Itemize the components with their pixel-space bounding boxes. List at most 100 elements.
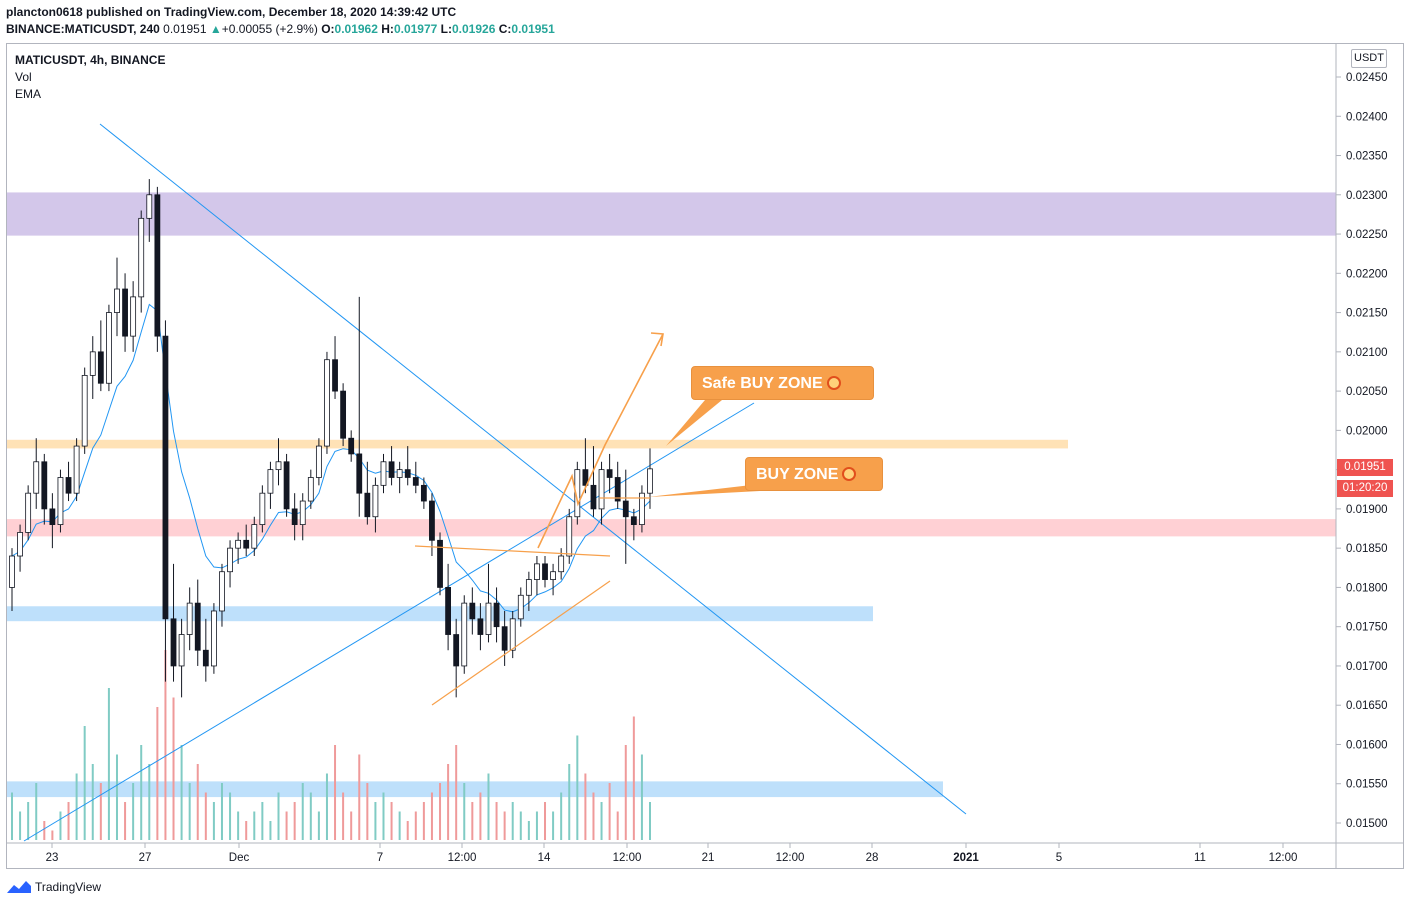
candle-body [445,587,452,635]
volume-bar [156,707,159,840]
shrimp-icon [826,376,841,390]
tradingview-logo-icon [7,881,31,893]
volume-bar [261,802,264,840]
volume-bar [148,764,151,840]
candle-body [106,312,112,384]
ohlc-line: BINANCE:MATICUSDT, 240 0.01951 ▲+0.00055… [6,22,555,36]
candle-body [542,563,548,580]
volume-bar [293,802,296,840]
candle-body [429,500,435,541]
candle-body [534,563,540,580]
candle-body [235,539,242,549]
volume-bar [172,697,175,840]
candle-body [517,594,524,620]
candle-body [89,351,96,376]
y-tick-label: 0.01800 [1346,582,1388,594]
candle-body [598,469,605,510]
candle-body [550,571,556,580]
candle-body [493,602,500,628]
candle-body [210,610,217,667]
volume-bar [75,773,78,840]
candle-body [162,335,169,620]
zone-resistance [7,192,1336,236]
y-tick-label: 0.01550 [1346,779,1388,791]
x-tick-label: 5 [1056,852,1062,864]
volume-bar [568,764,571,840]
volume-bar [107,688,110,840]
x-tick-label: 12:00 [1269,852,1298,864]
volume-bar [519,811,522,840]
candle-body [590,484,597,510]
candle-body [647,468,653,494]
tradingview-brand: TradingView [35,880,102,894]
volume-bar [140,745,143,840]
volume-bar [19,811,22,840]
candle-body [574,469,581,518]
volume-bar [35,783,38,840]
volume-bar [91,764,94,840]
candle-body [332,359,338,392]
volume-bar [616,811,619,840]
candle-body [227,547,233,573]
candle-body [138,217,145,298]
candle-body [453,634,460,667]
currency-button[interactable]: USDT [1351,49,1387,68]
legend-ema[interactable]: EMA [15,87,42,101]
candle-body [81,374,88,447]
candle-body [396,469,403,478]
x-tick-label: 12:00 [448,852,477,864]
candle-body [114,288,120,313]
y-tick-label: 0.01500 [1346,818,1388,830]
candle-body [348,437,355,455]
volume-bar [342,792,345,840]
x-tick-label: 28 [866,852,879,864]
candle-body [178,634,185,667]
candle-body [291,508,298,526]
projection-arrow-line [537,333,664,549]
volume-bar [164,650,167,840]
volume-bar [592,792,595,840]
y-tick-label: 0.02250 [1346,229,1388,241]
volume-bar [51,830,54,840]
legend-vol[interactable]: Vol [15,70,32,84]
volume-bar [358,754,361,840]
x-tick-label: 7 [377,852,383,864]
volume-bar [188,783,191,840]
candle-body [41,461,48,510]
x-tick-label: 12:00 [613,852,642,864]
ascending-trendline [23,402,755,842]
candle-body [461,602,468,667]
volume-bar [649,802,651,840]
last-price-tag: 0.01951 [1337,459,1393,476]
volume-bar [374,802,377,840]
high-value: 0.01977 [393,22,438,36]
buy-zone-callout: BUY ZONE [745,457,883,491]
y-tick-label: 0.01900 [1346,504,1388,516]
y-tick-label: 0.02150 [1346,308,1388,320]
candle-body [251,524,258,549]
candle-body [73,445,80,494]
candle-body [558,555,565,573]
candle-body [315,445,322,478]
x-tick-label: 12:00 [776,852,805,864]
volume-bar [229,792,232,840]
tradingview-logo[interactable]: TradingView [6,879,101,895]
candle-body [420,484,427,502]
volume-bar [608,783,611,840]
candle-body [57,477,64,526]
volume-bar [471,802,474,840]
volume-bar [576,735,579,840]
x-tick-label: 2021 [953,852,979,864]
volume-bar [301,783,304,840]
candle-body [372,484,379,518]
candle-body [501,626,508,651]
volume-bar [495,802,498,840]
y-tick-label: 0.01650 [1346,700,1388,712]
candle-body [243,539,250,549]
candle-body [130,296,137,337]
y-tick-label: 0.01700 [1346,661,1388,673]
publisher-line: plancton0618 published on TradingView.co… [6,5,457,19]
buy-callout-pointer [648,484,760,497]
chart-frame[interactable] [6,43,1404,869]
